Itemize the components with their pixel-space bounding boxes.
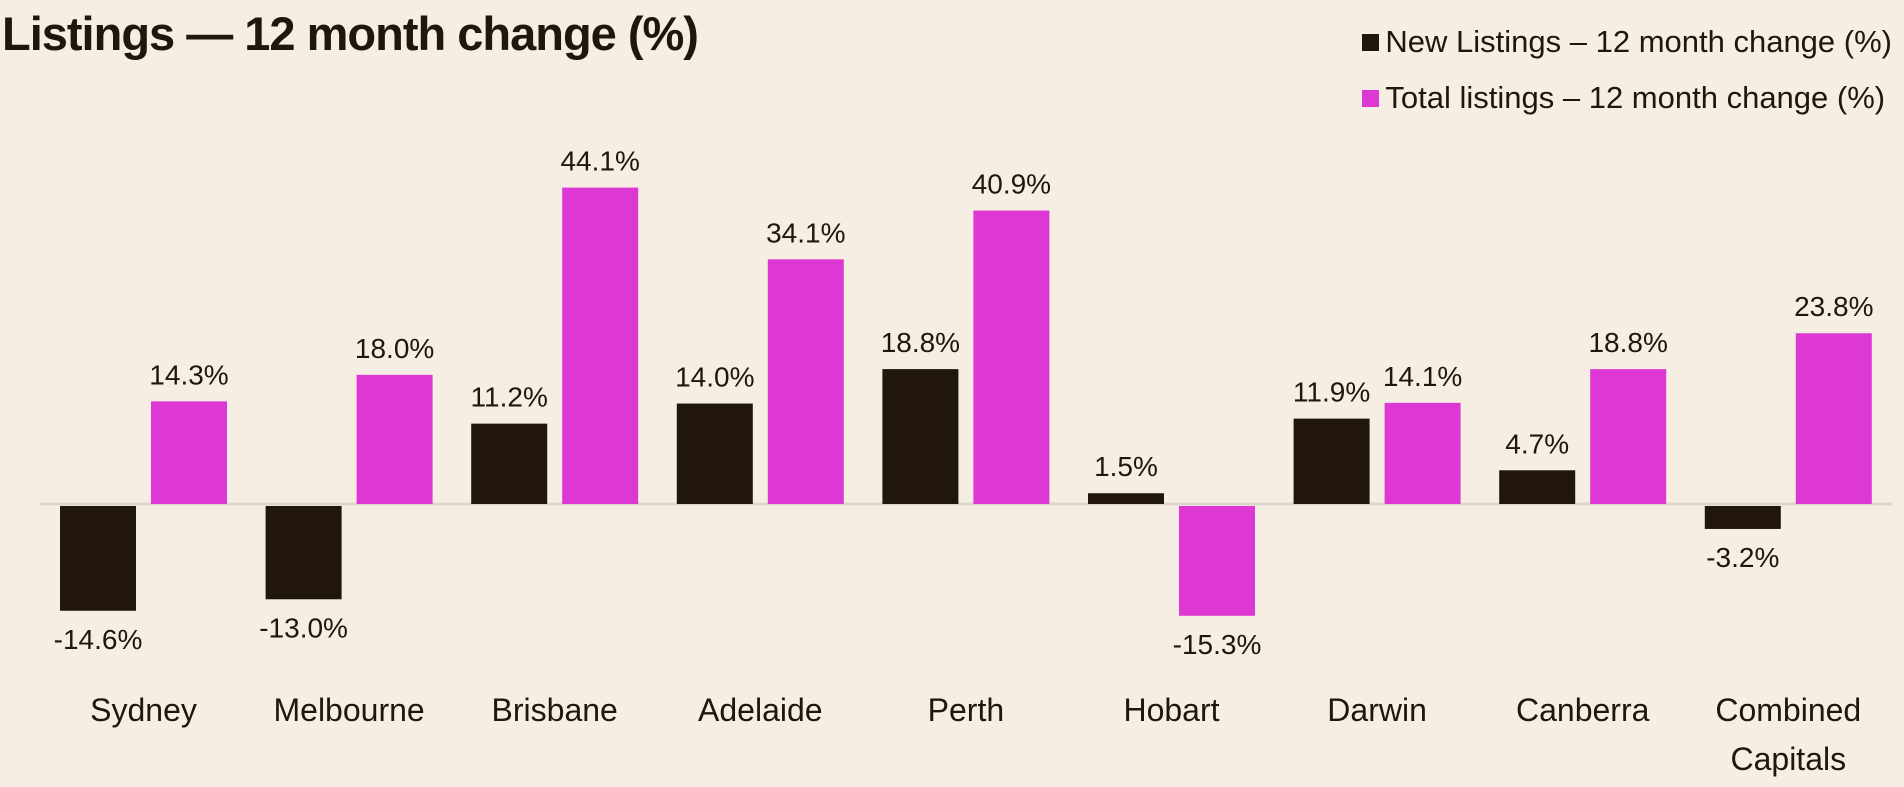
bar-total-listings-sydney bbox=[151, 401, 227, 504]
data-label: 14.3% bbox=[149, 359, 228, 390]
bar-new-listings-perth bbox=[882, 369, 959, 504]
legend-item-new-listings: New Listings – 12 month change (%) bbox=[1362, 24, 1892, 60]
category-label: Hobart bbox=[1123, 692, 1219, 728]
bar-new-listings-canberra bbox=[1499, 470, 1576, 504]
data-label: 18.8% bbox=[1588, 327, 1667, 358]
category-label: Darwin bbox=[1327, 692, 1427, 728]
bar-new-listings-adelaide bbox=[676, 403, 753, 504]
legend-item-total-listings: Total listings – 12 month change (%) bbox=[1362, 80, 1892, 116]
category-label: Sydney bbox=[90, 692, 197, 728]
legend-label-total-listings: Total listings – 12 month change (%) bbox=[1385, 80, 1886, 115]
bar-total-listings-combined-capitals bbox=[1795, 333, 1872, 504]
bars-group bbox=[40, 187, 1892, 616]
bar-total-listings-adelaide bbox=[767, 259, 844, 504]
bar-total-listings-perth bbox=[973, 210, 1050, 505]
data-label: -3.2% bbox=[1706, 542, 1779, 573]
legend-label-new-listings: New Listings – 12 month change (%) bbox=[1385, 24, 1892, 59]
legend-swatch-total-listings bbox=[1362, 89, 1380, 107]
category-label: Canberra bbox=[1516, 692, 1650, 728]
bar-total-listings-hobart bbox=[1179, 506, 1255, 616]
category-label: Brisbane bbox=[492, 692, 618, 728]
bar-total-listings-canberra bbox=[1590, 369, 1667, 504]
legend-swatch-new-listings bbox=[1362, 33, 1380, 51]
data-label: 14.1% bbox=[1383, 361, 1462, 392]
data-label: 40.9% bbox=[972, 169, 1051, 200]
bar-new-listings-sydney bbox=[60, 506, 136, 611]
category-labels-group: Sydney Melbourne Brisbane Adelaide Perth Hoba… bbox=[90, 692, 1861, 777]
bar-total-listings-brisbane bbox=[562, 187, 639, 504]
data-label: -14.6% bbox=[54, 624, 143, 655]
bar-new-listings-combined-capitals bbox=[1704, 506, 1781, 529]
data-label: 1.5% bbox=[1094, 451, 1158, 482]
data-label: 18.0% bbox=[355, 333, 434, 364]
data-label: -13.0% bbox=[259, 612, 348, 643]
data-label: 23.8% bbox=[1794, 291, 1873, 322]
bar-new-listings-melbourne bbox=[265, 506, 342, 600]
category-label: Adelaide bbox=[698, 692, 823, 728]
data-label: 18.8% bbox=[881, 327, 960, 358]
bar-total-listings-melbourne bbox=[356, 374, 433, 504]
bar-new-listings-brisbane bbox=[471, 423, 548, 504]
data-label: 14.0% bbox=[675, 362, 754, 393]
data-label: 34.1% bbox=[766, 217, 845, 248]
bar-new-listings-darwin bbox=[1293, 418, 1370, 504]
data-labels-group: -14.6% 14.3% -13.0% 18.0% 11.2% 44.1% 14.0% 34.… bbox=[54, 146, 1874, 660]
chart-title: Listings — 12 month change (%) bbox=[2, 7, 699, 60]
category-label: Perth bbox=[928, 692, 1004, 728]
bar-new-listings-hobart bbox=[1088, 493, 1164, 504]
category-label: Melbourne bbox=[273, 692, 424, 728]
bar-total-listings-darwin bbox=[1384, 402, 1461, 504]
data-label: 11.9% bbox=[1293, 377, 1370, 408]
data-label: 11.2% bbox=[471, 382, 548, 413]
category-label: Combined Capitals bbox=[1715, 692, 1861, 777]
data-label: 44.1% bbox=[560, 146, 639, 177]
data-label: -15.3% bbox=[1173, 629, 1262, 660]
data-label: 4.7% bbox=[1505, 428, 1569, 459]
legend: New Listings – 12 month change (%) Total… bbox=[1362, 24, 1892, 116]
